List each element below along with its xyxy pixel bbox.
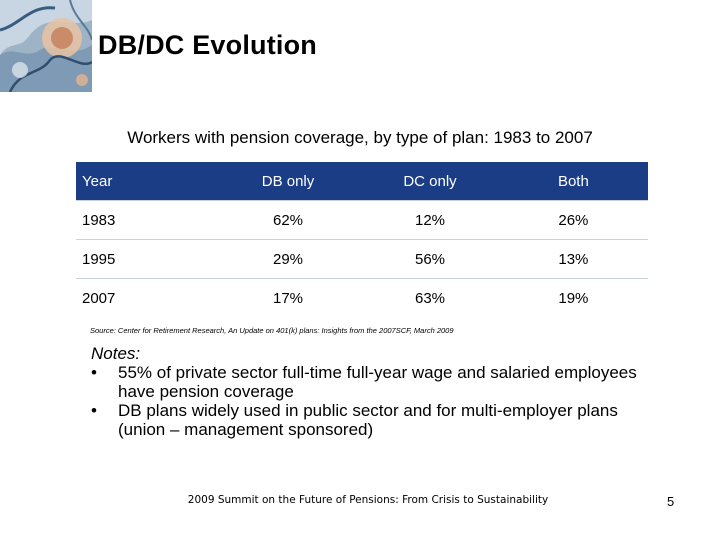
- cell-db-only: 17%: [214, 278, 362, 317]
- cell-dc-only: 12%: [361, 200, 499, 240]
- cell-both: 19%: [498, 278, 648, 317]
- slide-footer: 2009 Summit on the Future of Pensions: F…: [0, 494, 720, 506]
- bullet-icon: •: [91, 363, 97, 382]
- header-both: Both: [557, 172, 589, 190]
- header-db-only: DB only: [261, 172, 315, 190]
- list-item: • DB plans widely used in public sector …: [91, 401, 651, 439]
- note-text: DB plans widely used in public sector an…: [118, 401, 618, 439]
- header-year: Year: [82, 172, 113, 190]
- table-header-row: Year DB only DC only Both: [76, 162, 648, 201]
- notes-section: Notes: • 55% of private sector full-time…: [91, 344, 651, 439]
- cell-both: 13%: [498, 239, 648, 279]
- cell-year: 2007: [76, 278, 215, 317]
- slide-title: DB/DC Evolution: [98, 30, 317, 60]
- cell-year: 1995: [76, 239, 215, 279]
- table-caption: Workers with pension coverage, by type o…: [0, 128, 720, 148]
- table-row: 1983 62% 12% 26%: [76, 200, 648, 240]
- table-row: 1995 29% 56% 13%: [76, 239, 648, 279]
- bullet-icon: •: [91, 401, 97, 420]
- corner-decorative-image: [0, 0, 92, 92]
- cell-dc-only: 63%: [361, 278, 499, 317]
- cell-year: 1983: [76, 200, 215, 240]
- cell-both: 26%: [498, 200, 648, 240]
- footer-text: 2009 Summit on the Future of Pensions: F…: [187, 494, 549, 506]
- list-item: • 55% of private sector full-time full-y…: [91, 363, 651, 401]
- source-citation: Source: Center for Retirement Research, …: [90, 326, 454, 335]
- abstract-art-icon: [0, 0, 92, 92]
- notes-list: • 55% of private sector full-time full-y…: [91, 363, 651, 439]
- table-caption-text: Workers with pension coverage, by type o…: [127, 128, 593, 147]
- table-row: 2007 17% 63% 19%: [76, 278, 648, 317]
- notes-label: Notes:: [91, 344, 141, 363]
- cell-db-only: 62%: [214, 200, 362, 240]
- cell-db-only: 29%: [214, 239, 362, 279]
- cell-dc-only: 56%: [361, 239, 499, 279]
- page-number: 5: [667, 494, 675, 509]
- note-text: 55% of private sector full-time full-yea…: [118, 363, 637, 401]
- header-dc-only: DC only: [403, 172, 457, 190]
- pension-coverage-table: Year DB only DC only Both 1983 62% 12% 2…: [76, 162, 648, 317]
